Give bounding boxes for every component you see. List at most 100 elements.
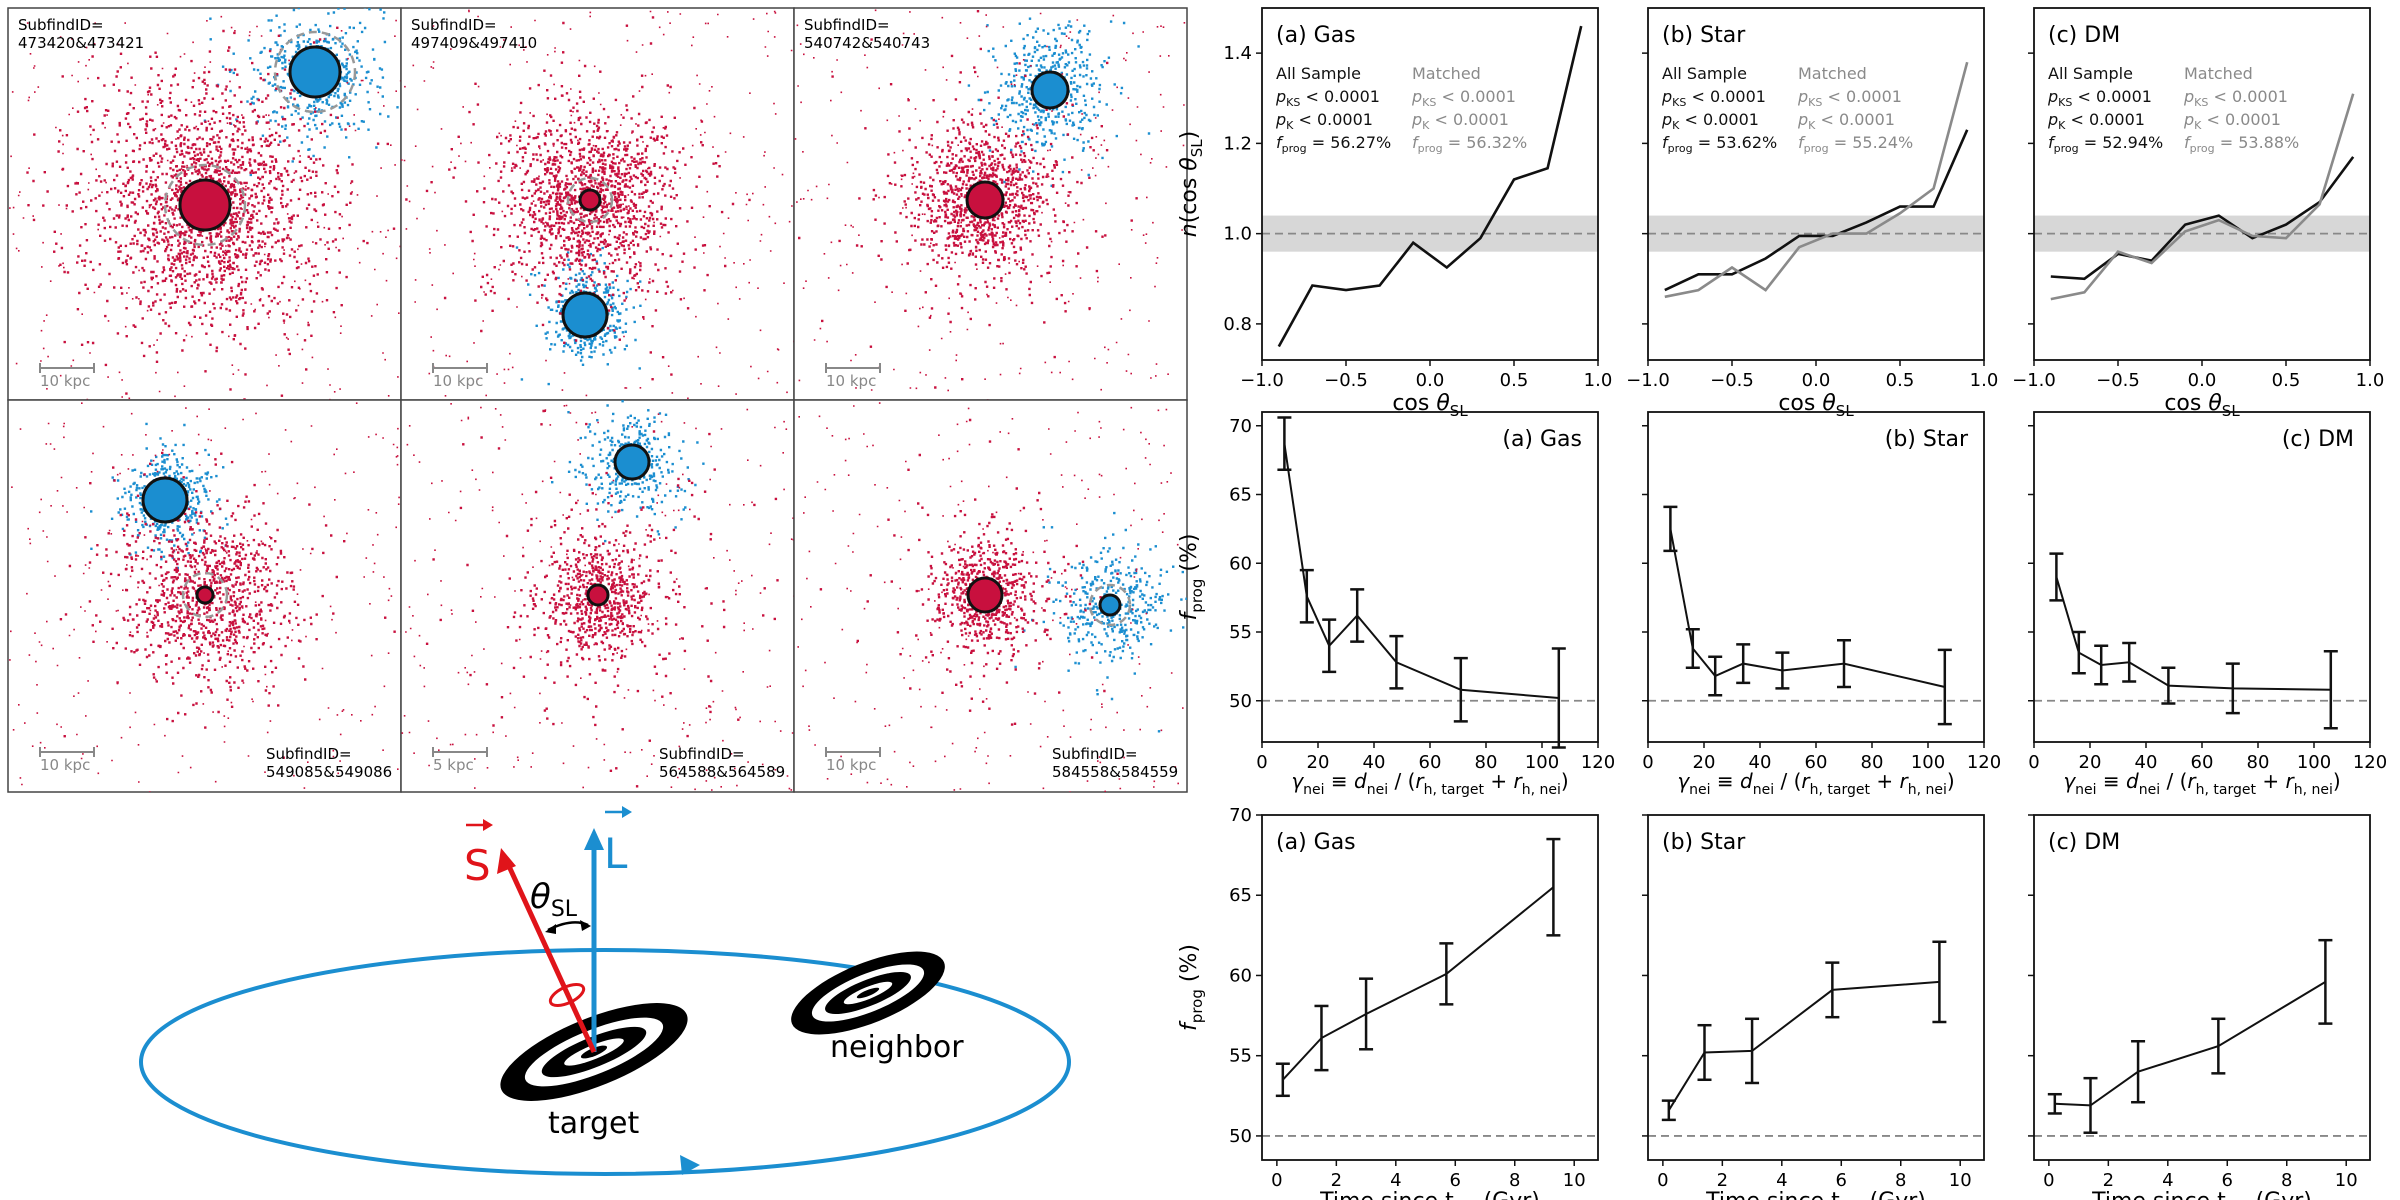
error-bar <box>2211 1017 2226 1075</box>
error-bar <box>1322 618 1337 674</box>
stats-header: All Sample <box>1276 64 1361 83</box>
error-bar <box>1661 1099 1676 1122</box>
stat-k: pK < 0.0001 <box>1275 110 1373 132</box>
error-bar <box>2131 1040 2146 1104</box>
error-bar <box>1937 648 1952 726</box>
panel-title: (a) Gas <box>1276 23 1356 48</box>
x-tick-label: −0.5 <box>1324 370 1368 391</box>
x-tick-label: 0.5 <box>2272 370 2301 391</box>
x-tick-label: 8 <box>1895 1170 1906 1191</box>
series-line <box>1283 443 1559 699</box>
series-line-matched <box>1664 61 1969 299</box>
x-tick-label: 10 <box>2335 1170 2358 1191</box>
neighbor-dashed-circle <box>1088 583 1132 627</box>
stat-k: pK < 0.0001 <box>2183 110 2281 132</box>
series-line-all-sample <box>1277 25 1583 348</box>
error-bar <box>1932 940 1947 1024</box>
stat-fprog: fprog = 53.62% <box>1662 133 1777 155</box>
x-tick-label: 0 <box>1256 752 1267 773</box>
y-tick-label: 65 <box>1229 885 1252 906</box>
target-label: target <box>548 1106 639 1141</box>
x-tick-label: 120 <box>1967 752 2001 773</box>
error-bar <box>1697 1023 1712 1082</box>
svg-text:L: L <box>604 829 628 878</box>
x-tick-label: 0 <box>1642 752 1653 773</box>
neighbor-half-mass-circle <box>561 291 609 339</box>
error-bar <box>2122 641 2137 683</box>
svg-text:S: S <box>464 841 491 890</box>
angular-momentum-arrowhead-icon <box>584 828 604 850</box>
subfind-label: SubfindID= <box>1052 745 1138 763</box>
subfind-ids: 564588&564589 <box>659 763 785 781</box>
target-half-mass-circle <box>578 188 602 212</box>
stat-ks: pKS < 0.0001 <box>1661 87 1766 109</box>
error-bar <box>1745 1017 1760 1085</box>
x-tick-label: 6 <box>1836 1170 1847 1191</box>
subfind-ids: 584558&584559 <box>1052 763 1178 781</box>
x-tick-label: 80 <box>2247 752 2270 773</box>
x-tick-label: 20 <box>2079 752 2102 773</box>
x-axis-label: cos θSL <box>1392 391 1468 420</box>
x-axis-label: cos θSL <box>1778 391 1854 420</box>
subfind-label: SubfindID= <box>804 16 890 34</box>
subfind-ids: 540742&540743 <box>804 34 930 52</box>
error-bar <box>1453 656 1468 723</box>
subfind-ids: 473420&473421 <box>18 34 144 52</box>
stats-header: All Sample <box>1662 64 1747 83</box>
stat-ks: pKS < 0.0001 <box>2183 87 2288 109</box>
series-line <box>1669 528 1946 688</box>
orbit-ellipse <box>139 948 1071 1176</box>
scale-bar-label: 10 kpc <box>433 372 483 390</box>
scale-bar-label: 10 kpc <box>40 372 90 390</box>
target-half-mass-circle <box>966 576 1004 614</box>
stat-ks: pKS < 0.0001 <box>1275 87 1380 109</box>
stat-fprog: fprog = 53.88% <box>2184 133 2299 155</box>
axes-frame <box>1647 411 1985 743</box>
axes-frame <box>1261 7 1599 361</box>
error-bar <box>1546 837 1561 937</box>
neighbor-half-mass-circle <box>1030 70 1070 110</box>
x-tick-label: 20 <box>1307 752 1330 773</box>
neighbor-galaxy-icon <box>791 951 945 1035</box>
panel-title: (b) Star <box>1885 427 1969 452</box>
stat-fprog: fprog = 52.94% <box>2048 133 2163 155</box>
panel-title: (c) DM <box>2282 427 2354 452</box>
angular-momentum-label: L <box>604 806 632 878</box>
scale-bar-label: 10 kpc <box>40 756 90 774</box>
stat-k: pK < 0.0001 <box>1797 110 1895 132</box>
error-bar <box>1736 643 1751 685</box>
x-axis-label: γnei ≡ dnei / (rh, target + rh, nei) <box>1291 769 1568 798</box>
subfind-label: SubfindID= <box>266 745 352 763</box>
axes-frame <box>2033 814 2371 1161</box>
stats-header: Matched <box>2184 64 2253 83</box>
svg-text:fprog (%): fprog (%) <box>1177 944 1206 1031</box>
chart-panel: −1.0 −0.5 0.0 0.5 1.0 cos θSL (b) Star All Samp… <box>1626 7 1998 420</box>
target-half-mass-circle <box>195 585 215 605</box>
x-axis-label: γnei ≡ dnei / (rh, target + rh, nei) <box>2063 769 2340 798</box>
y-tick-label: 55 <box>1229 622 1252 643</box>
stats-header: All Sample <box>2048 64 2133 83</box>
x-tick-label: 60 <box>2191 752 2214 773</box>
x-tick-label: 6 <box>2222 1170 2233 1191</box>
axes-frame <box>2033 411 2371 743</box>
stats-header: Matched <box>1798 64 1867 83</box>
stat-ks: pKS < 0.0001 <box>1797 87 1902 109</box>
series-line <box>1282 886 1555 1081</box>
error-bar <box>2225 662 2240 715</box>
x-tick-label: 80 <box>1861 752 1884 773</box>
series-line-all-sample <box>1664 129 1969 292</box>
y-tick-label: 50 <box>1229 1126 1252 1147</box>
error-bar <box>1685 628 1700 669</box>
x-tick-label: 1.0 <box>2356 370 2385 391</box>
x-tick-label: 40 <box>1363 752 1386 773</box>
y-tick-label: 70 <box>1229 805 1252 826</box>
spin-rotation-icon <box>548 982 586 1008</box>
x-tick-label: 0 <box>2043 1170 2054 1191</box>
scale-bar: 10 kpc <box>825 747 881 774</box>
x-tick-label: 0 <box>1657 1170 1668 1191</box>
x-axis-label: Time since tnei (Gyr) <box>1705 1189 1926 1200</box>
stats-header: Matched <box>1412 64 1481 83</box>
x-tick-label: 8 <box>1509 1170 1520 1191</box>
